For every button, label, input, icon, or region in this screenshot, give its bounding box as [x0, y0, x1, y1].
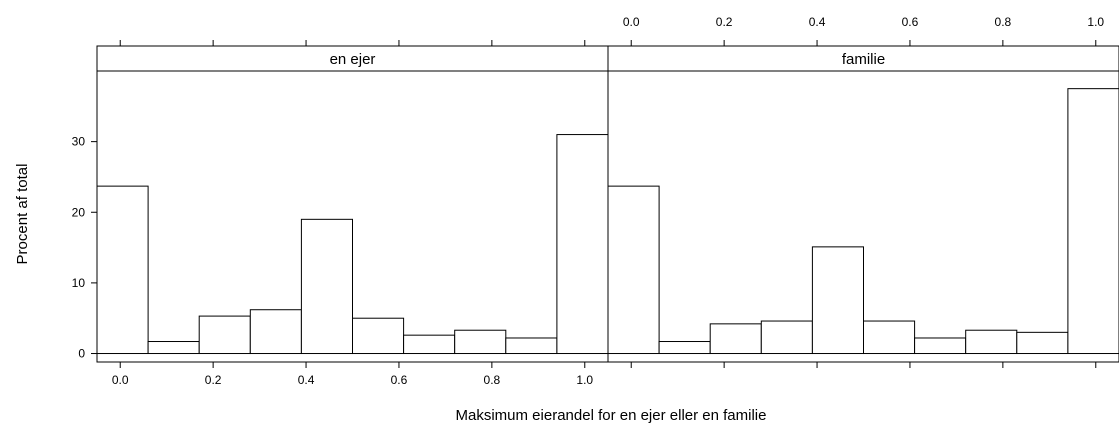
histogram-bar: [658, 341, 711, 355]
histogram-bar: [965, 329, 1018, 355]
x-tick-label: 0.0: [112, 373, 129, 387]
x-tick-label: 0.8: [484, 373, 501, 387]
y-tick-label: 20: [72, 205, 86, 219]
x-tick-label-top: 0.2: [716, 15, 733, 29]
histogram-bar: [914, 337, 967, 355]
histogram-bar: [607, 185, 660, 355]
panel-strip-label: en ejer: [330, 51, 376, 68]
histogram-bar: [198, 315, 251, 355]
histogram-bar: [249, 309, 302, 355]
panel-strip-label: familie: [842, 51, 885, 68]
y-axis-title: Procent af total: [14, 164, 31, 265]
x-tick-label-top: 0.8: [995, 15, 1012, 29]
histogram-bar: [760, 320, 813, 355]
y-tick-label: 10: [72, 276, 86, 290]
histogram-bar: [454, 329, 507, 355]
x-tick-label: 0.6: [391, 373, 408, 387]
histogram-bar: [505, 337, 558, 355]
x-tick-label: 0.4: [298, 373, 315, 387]
histogram-bar: [1067, 88, 1119, 355]
y-tick-label: 0: [78, 347, 85, 361]
histogram-bar: [96, 185, 149, 355]
y-tick-label: 30: [72, 135, 86, 149]
histogram-bar: [147, 341, 200, 355]
histogram-bar: [709, 323, 762, 355]
histogram-bar: [1016, 331, 1069, 355]
histogram-bar: [403, 334, 456, 355]
x-tick-label: 0.2: [205, 373, 222, 387]
x-axis-title: Maksimum eierandel for en ejer eller en …: [456, 407, 767, 424]
x-tick-label-top: 1.0: [1087, 15, 1104, 29]
histogram-bar: [863, 320, 916, 355]
x-tick-label-top: 0.0: [623, 15, 640, 29]
histogram-bar: [352, 317, 405, 355]
histogram-bar: [811, 246, 865, 355]
x-tick-label-top: 0.6: [902, 15, 919, 29]
x-tick-label: 1.0: [576, 373, 593, 387]
histogram-bar: [556, 134, 609, 355]
histogram-bar: [300, 218, 353, 355]
x-tick-label-top: 0.4: [809, 15, 826, 29]
